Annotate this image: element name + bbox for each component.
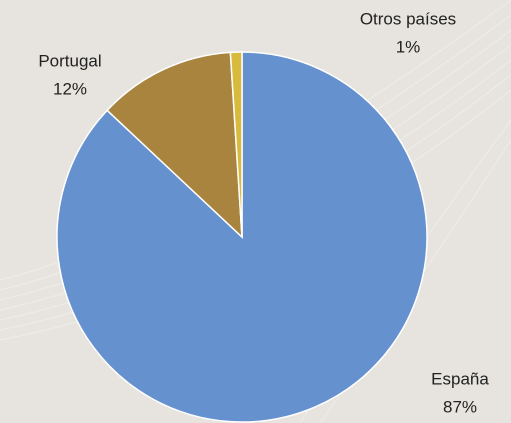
pie [56, 51, 428, 423]
slice-label: España [431, 369, 489, 388]
slice-value-label: 87% [443, 397, 477, 416]
slice-value-label: 12% [53, 79, 87, 98]
slice-label: Portugal [38, 51, 101, 70]
slice-value-label: 1% [396, 37, 421, 56]
pie-slice [229, 51, 243, 238]
slice-label: Otros países [360, 9, 456, 28]
pie-slice [106, 51, 243, 239]
